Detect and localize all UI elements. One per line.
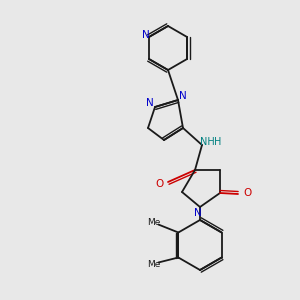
Text: O: O [243,188,251,198]
Text: Me: Me [147,218,160,227]
Text: N: N [146,98,154,108]
Text: H: H [214,137,222,147]
Text: NH: NH [200,137,214,147]
Text: Me: Me [147,260,160,269]
Text: O: O [156,179,164,189]
Text: N: N [194,208,202,218]
Text: N: N [179,91,187,101]
Text: N: N [142,30,150,40]
